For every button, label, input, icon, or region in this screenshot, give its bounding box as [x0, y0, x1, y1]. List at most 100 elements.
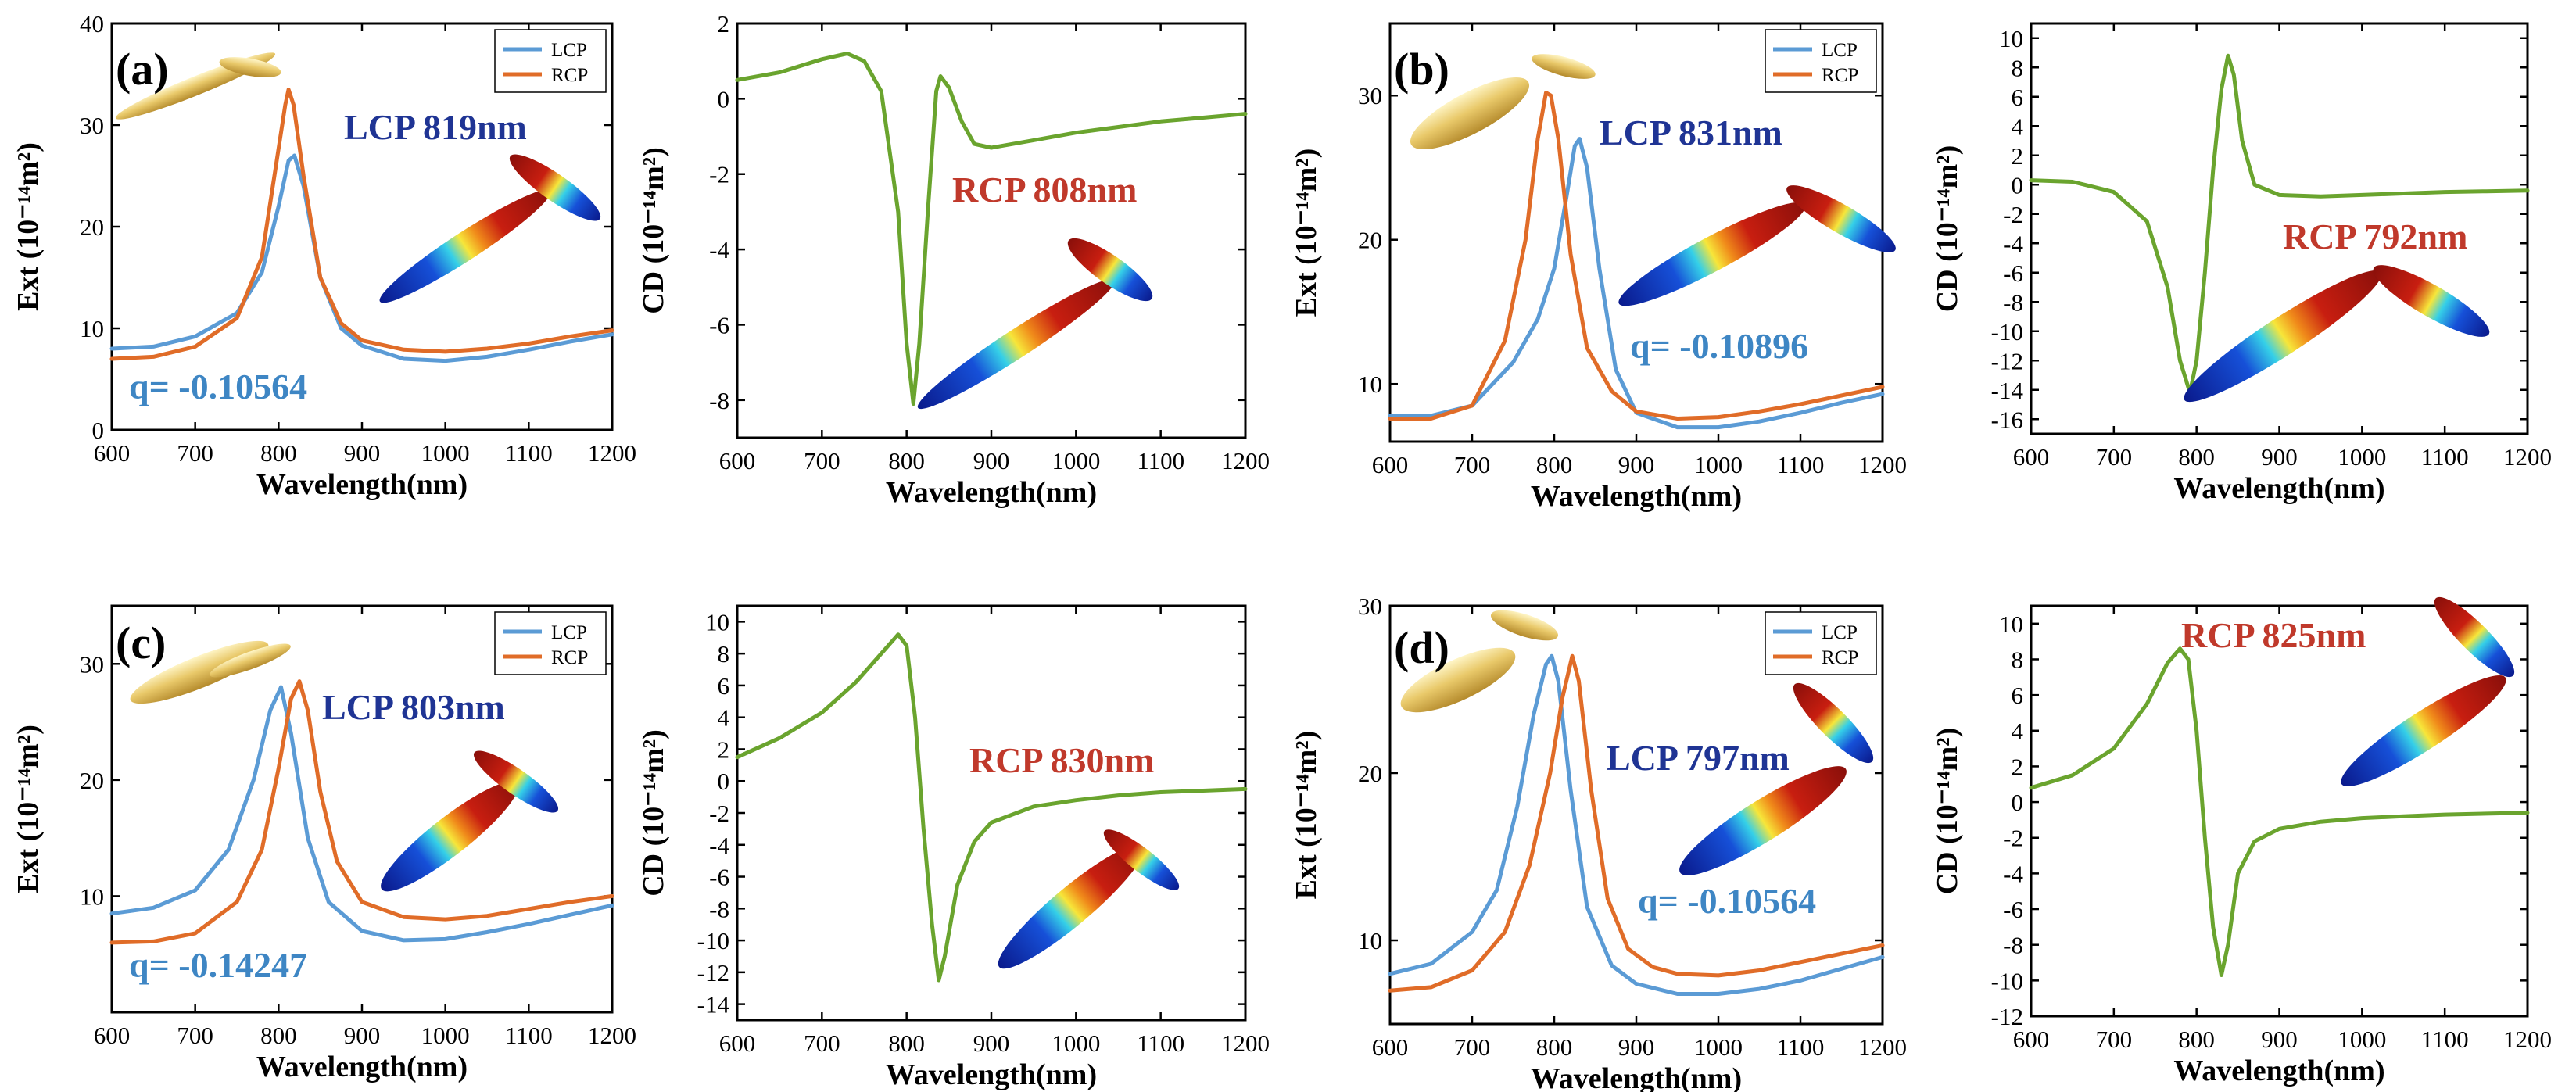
c-cd-peak-label: RCP 830nm: [969, 740, 1154, 780]
x-tick-label: 800: [1536, 451, 1573, 478]
legend-label: RCP: [1822, 647, 1858, 668]
x-axis-label: Wavelength(nm): [256, 468, 468, 501]
x-tick-label: 1200: [1858, 451, 1907, 478]
y-tick-label: 2: [718, 10, 730, 38]
panel-letter-c: (c): [116, 618, 166, 668]
c-peak-label: LCP 803nm: [322, 687, 505, 727]
y-axis-label: Ext (10⁻¹⁴m²): [1290, 731, 1323, 900]
x-tick-label: 600: [1372, 451, 1409, 478]
legend-label: LCP: [1822, 622, 1858, 643]
plot-frame: [736, 604, 1247, 1022]
d-peak-label: LCP 797nm: [1607, 738, 1790, 778]
x-tick-label: 700: [1454, 1033, 1491, 1061]
y-tick-label: -8: [709, 895, 729, 922]
y-tick-label: -14: [1991, 377, 2024, 404]
y-tick-label: 30: [80, 112, 104, 139]
y-tick-label: 10: [1999, 610, 2023, 638]
series-line-rcp: [1388, 653, 1885, 993]
y-tick-label: -8: [709, 387, 729, 414]
x-tick-label: 800: [1536, 1033, 1573, 1061]
y-tick-label: 4: [2012, 113, 2024, 140]
y-tick-label: 30: [1358, 82, 1382, 109]
y-tick-label: -6: [2003, 260, 2023, 287]
y-axis-label: Ext (10⁻¹⁴m²): [12, 725, 45, 893]
y-tick-label: 20: [80, 213, 104, 241]
x-tick-label: 800: [2178, 1026, 2215, 1053]
series-line-rcp: [109, 88, 614, 361]
x-tick-label: 900: [2261, 1026, 2298, 1053]
panel-letter-d: (d): [1394, 622, 1449, 673]
x-tick-label: 1200: [1221, 1029, 1270, 1057]
panel-d-cd: 600 700 800 900 1000 1100 1200 -12 -10 -8 -6 -4 -2 0 2…: [1931, 596, 2552, 1087]
series-line-lcp: [1388, 653, 1885, 996]
y-tick-label: -2: [2003, 201, 2023, 228]
b-cd-axes: 600 700 800 900 1000 1100 1200 -16-14 -12-10-8-6…: [1931, 22, 2552, 505]
x-tick-label: 800: [888, 1029, 925, 1057]
a-peak-label: LCP 819nm: [344, 107, 527, 147]
y-tick-label: 4: [2012, 718, 2024, 745]
x-axis-label: Wavelength(nm): [2173, 472, 2384, 505]
y-tick-label: -4: [709, 236, 729, 263]
y-tick-label: 20: [1358, 227, 1382, 254]
gold-rods-illustration: [130, 640, 291, 704]
legend-label: LCP: [551, 40, 587, 61]
y-tick-label: -4: [2003, 230, 2023, 257]
y-axis-label: CD (10⁻¹⁴m²): [1931, 145, 1964, 313]
x-tick-label: 800: [260, 1022, 297, 1049]
x-tick-label: 800: [888, 447, 925, 474]
series-line-cd: [2029, 53, 2530, 395]
legend-box: [494, 29, 607, 93]
y-tick-label: 30: [80, 650, 104, 678]
field-map-illustration: [2184, 265, 2490, 403]
b-peak-label: LCP 831nm: [1600, 113, 1782, 152]
b-ext-axes: 600 700 800 900 1000 1100 1200 10 20 30 Wavelength…: [1290, 22, 1907, 513]
field-map-illustration: [381, 750, 559, 892]
x-tick-label: 1100: [2421, 1026, 2469, 1053]
x-tick-label: 1200: [588, 439, 636, 467]
legend-label: LCP: [551, 622, 587, 643]
x-tick-label: 1000: [1052, 1029, 1100, 1057]
x-tick-label: 1100: [505, 1022, 553, 1049]
y-axis-label: CD (10⁻¹⁴m²): [637, 729, 670, 897]
x-tick-label: 700: [1454, 451, 1491, 478]
field-map-illustration: [998, 829, 1180, 969]
series-line-cd: [2029, 646, 2530, 977]
c-cd-axes: 600 700 800 900 1000 1100 1200 -14 -12 -10 -8 -6 -4 -…: [637, 604, 1270, 1091]
legend-label: LCP: [1822, 40, 1858, 61]
y-tick-label: -8: [2003, 932, 2023, 959]
panel-b-ext: 600 700 800 900 1000 1100 1200 10 20 30 Wavelength…: [1290, 22, 1907, 513]
y-tick-label: 40: [80, 10, 104, 38]
x-tick-label: 1100: [2421, 443, 2469, 471]
legend-box: [1765, 611, 1877, 675]
y-axis-label: Ext (10⁻¹⁴m²): [1290, 149, 1323, 317]
b-q-label: q= -0.10896: [1630, 326, 1808, 366]
x-tick-label: 600: [94, 1022, 131, 1049]
x-tick-label: 600: [2013, 1026, 2050, 1053]
legend-label: RCP: [551, 647, 588, 668]
x-tick-label: 900: [973, 1029, 1010, 1057]
x-tick-label: 900: [344, 439, 381, 467]
c-q-label: q= -0.14247: [129, 945, 307, 985]
x-tick-label: 1000: [421, 1022, 470, 1049]
series-line-cd: [735, 632, 1248, 983]
x-axis-label: Wavelength(nm): [886, 476, 1097, 509]
series-line-rcp: [1388, 91, 1885, 421]
x-tick-label: 800: [2178, 443, 2215, 471]
x-tick-label: 1200: [2503, 443, 2552, 471]
series-line-rcp: [109, 679, 614, 945]
y-tick-label: -12: [697, 959, 729, 986]
y-tick-label: 2: [2012, 753, 2024, 780]
y-tick-label: 6: [718, 672, 730, 700]
x-tick-label: 600: [2013, 443, 2050, 471]
x-tick-label: 700: [177, 439, 213, 467]
x-axis-label: Wavelength(nm): [1531, 480, 1742, 513]
c-ext-axes: 600 700 800 900 1000 1100 1200 10 20 30 Wavelength…: [12, 604, 636, 1083]
x-tick-label: 700: [2096, 1026, 2133, 1053]
x-tick-label: 1000: [1052, 447, 1100, 474]
y-tick-label: 10: [1999, 25, 2023, 52]
gold-rods-illustration: [115, 52, 281, 120]
x-tick-label: 1000: [1694, 451, 1743, 478]
y-tick-label: -6: [709, 864, 729, 891]
x-tick-label: 900: [2261, 443, 2298, 471]
